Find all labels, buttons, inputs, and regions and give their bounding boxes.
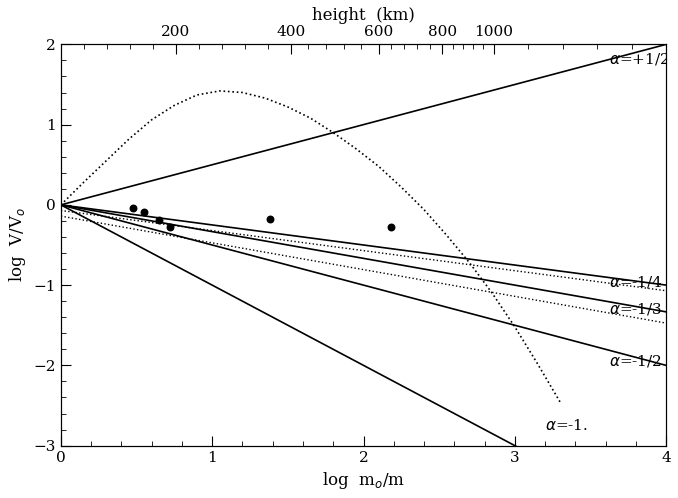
- Point: [164, 223, 175, 231]
- X-axis label: height  (km): height (km): [312, 7, 415, 24]
- Text: $\alpha$=-1/2: $\alpha$=-1/2: [609, 354, 662, 370]
- Point: [154, 216, 165, 224]
- Point: [128, 204, 139, 212]
- Text: $\alpha$=-1/3: $\alpha$=-1/3: [609, 301, 662, 317]
- Text: $\alpha$=-1/4: $\alpha$=-1/4: [609, 274, 662, 290]
- Y-axis label: log  V/V$_o$: log V/V$_o$: [7, 208, 28, 282]
- Text: $\alpha$=+1/2: $\alpha$=+1/2: [609, 51, 669, 67]
- Point: [264, 215, 275, 223]
- X-axis label: log  m$_o$/m: log m$_o$/m: [322, 470, 405, 491]
- Point: [385, 223, 396, 231]
- Point: [139, 208, 150, 216]
- Text: $\alpha$=-1.: $\alpha$=-1.: [545, 418, 589, 433]
